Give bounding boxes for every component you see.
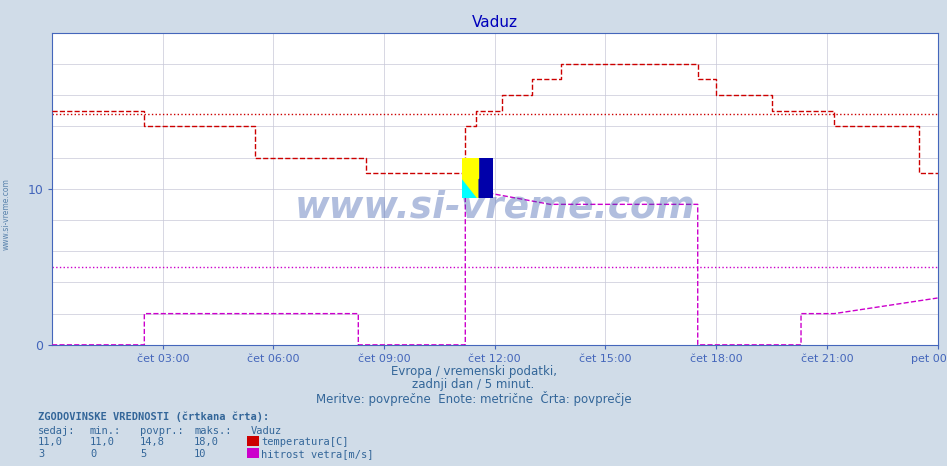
Title: Vaduz: Vaduz xyxy=(472,15,518,30)
Text: 5: 5 xyxy=(140,449,147,459)
Polygon shape xyxy=(462,178,478,198)
Bar xyxy=(462,158,478,178)
Text: zadnji dan / 5 minut.: zadnji dan / 5 minut. xyxy=(412,378,535,391)
Text: min.:: min.: xyxy=(90,426,121,436)
Polygon shape xyxy=(462,178,478,198)
Text: maks.:: maks.: xyxy=(194,426,232,436)
Text: povpr.:: povpr.: xyxy=(140,426,184,436)
Text: ZGODOVINSKE VREDNOSTI (črtkana črta):: ZGODOVINSKE VREDNOSTI (črtkana črta): xyxy=(38,411,269,422)
Polygon shape xyxy=(462,178,478,198)
Text: 10: 10 xyxy=(194,449,206,459)
Polygon shape xyxy=(462,158,478,198)
Text: 14,8: 14,8 xyxy=(140,437,165,447)
Polygon shape xyxy=(462,178,478,198)
Text: www.si-vreme.com: www.si-vreme.com xyxy=(2,178,11,250)
Text: 3: 3 xyxy=(38,449,45,459)
Text: 11,0: 11,0 xyxy=(38,437,63,447)
Text: hitrost vetra[m/s]: hitrost vetra[m/s] xyxy=(261,449,374,459)
Text: Evropa / vremenski podatki,: Evropa / vremenski podatki, xyxy=(390,365,557,378)
Text: 11,0: 11,0 xyxy=(90,437,115,447)
Polygon shape xyxy=(462,158,478,178)
Text: sedaj:: sedaj: xyxy=(38,426,76,436)
Text: www.si-vreme.com: www.si-vreme.com xyxy=(295,190,695,226)
Text: Meritve: povprečne  Enote: metrične  Črta: povprečje: Meritve: povprečne Enote: metrične Črta:… xyxy=(315,391,632,406)
Text: temperatura[C]: temperatura[C] xyxy=(261,437,348,447)
Text: 18,0: 18,0 xyxy=(194,437,219,447)
Text: 0: 0 xyxy=(90,449,97,459)
Text: Vaduz: Vaduz xyxy=(251,426,282,436)
Bar xyxy=(478,158,493,198)
